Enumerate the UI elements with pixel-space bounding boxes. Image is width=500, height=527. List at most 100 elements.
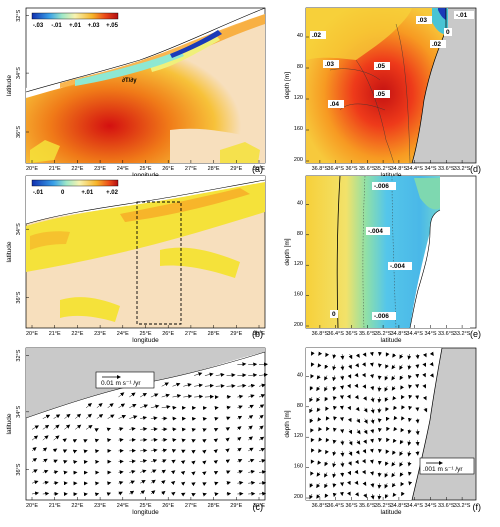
- panel-c-arrow-133: [213, 449, 218, 454]
- panel-f-arrow-41: [361, 372, 366, 378]
- x-tick-label-e-9: 33.2°S: [454, 331, 471, 337]
- panel-c-arrow-212: [118, 491, 123, 496]
- x-axis-label-a: longitude: [132, 172, 159, 179]
- panel-c-arrow-182: [31, 480, 39, 485]
- panel-c-arrow-80: [118, 427, 124, 431]
- contour-label-e-2: -.004: [390, 263, 405, 270]
- panel-label-e: (e): [470, 329, 481, 339]
- y-axis-label-a: latitude: [6, 75, 13, 96]
- panel-f-arrow-99: [309, 418, 314, 424]
- panel-f-arrow-107: [370, 418, 375, 424]
- y-tick-label-c-0: 32°S: [16, 349, 22, 361]
- panel-c-arrow-141: [63, 460, 68, 464]
- panel-c-arrow-214: [139, 490, 146, 495]
- x-axis-label-e: latitude: [381, 337, 402, 344]
- panel-c-arrow-93: [258, 425, 264, 430]
- panel-c-arrow-139: [42, 458, 48, 463]
- x-tick-label-a-9: 29°E: [230, 166, 242, 172]
- x-tick-label-d-7: 34°S: [425, 166, 437, 172]
- panel-c-arrow-102: [118, 437, 124, 442]
- panel-f-arrow-129: [310, 437, 315, 443]
- panel-c-arrow-28: [204, 394, 215, 399]
- panel-c-arrow-18: [248, 383, 256, 388]
- y-axis-label-e: depth [m]: [284, 238, 291, 265]
- x-tick-label-d-5: 34.8°S: [391, 166, 408, 172]
- panel-f-arrow-193: [354, 480, 359, 486]
- panel-f-arrow-164: [348, 461, 352, 466]
- panel-c-arrow-82: [140, 427, 148, 432]
- panel-c-arrow-204: [31, 491, 40, 496]
- panel-f-arrow-201: [309, 493, 313, 500]
- panel-f-arrow-149: [348, 450, 353, 456]
- panel-f-arrow-178: [347, 470, 352, 476]
- panel-c-arrow-61: [150, 416, 158, 421]
- panel-f-arrow-68: [316, 396, 321, 402]
- panel-c-arrow-53: [64, 413, 71, 419]
- panel-c-arrow-25: [172, 394, 182, 398]
- panel-f-arrow-56: [347, 383, 351, 389]
- panel-c-arrow-112: [225, 437, 230, 442]
- panel-c: 0.01 m s⁻¹ /yr 20°E 21°E 22°E 23°E 24°E 25°E 2…: [6, 347, 269, 516]
- panel-f-arrow-126: [400, 427, 405, 433]
- y-axis-label-c: latitude: [6, 413, 13, 434]
- panel-c-arrow-91: [237, 426, 242, 431]
- x-tick-label-f-5: 34.8°S: [391, 503, 408, 509]
- panel-f-arrow-198: [391, 482, 396, 488]
- x-tick-label-b-9: 29°E: [230, 331, 242, 337]
- panel-f-arrow-19: [324, 364, 329, 370]
- panel-c-arrow-113: [237, 436, 242, 441]
- panel-f-arrow-34: [310, 374, 315, 379]
- panel-f-arrow-53: [324, 386, 328, 392]
- contour-label-d-0: .02: [312, 32, 321, 39]
- contour-label-d-7: .05: [376, 91, 385, 98]
- panel-f-arrow-211: [384, 493, 389, 499]
- panel-f-arrow-203: [324, 493, 329, 499]
- panel-c-arrow-27: [194, 394, 204, 399]
- panel-f-arrow-61: [384, 386, 389, 392]
- panel-f-arrow-110: [393, 415, 398, 421]
- panel-c-vectors: [31, 362, 269, 497]
- panel-c-arrow-178: [226, 470, 231, 475]
- x-tick-label-c-9: 29°E: [230, 503, 242, 509]
- panel-c-arrow-200: [226, 481, 231, 486]
- panel-f-arrow-6: [355, 353, 360, 358]
- panel-f-arrow-139: [386, 437, 390, 443]
- panel-f-arrow-156: [399, 450, 404, 457]
- panel-c-arrow-140: [53, 459, 58, 464]
- panel-c-arrow-56: [96, 414, 104, 419]
- panel-c-arrow-31: [237, 394, 244, 399]
- panel-c-arrow-89: [213, 428, 219, 432]
- panel-c-arrow-48: [237, 405, 243, 410]
- panel-f-arrow-175: [324, 472, 328, 478]
- contour-label-bg-d-3: [444, 28, 452, 36]
- colorbar-label-b-1: 0: [61, 190, 65, 196]
- panel-f-arrow-24: [362, 362, 366, 367]
- panel-c-arrow-173: [171, 470, 176, 475]
- colorbar-label-b-2: +.01: [81, 190, 94, 196]
- panel-c-arrow-106: [161, 437, 168, 442]
- panel-c-arrow-17: [237, 383, 247, 388]
- panel-f-arrow-67: [309, 396, 313, 403]
- panel-c-arrow-39: [140, 404, 149, 409]
- panel-c-arrow-8: [248, 373, 258, 378]
- x-tick-label-e-5: 34.8°S: [391, 331, 408, 337]
- panel-c-arrow-118: [52, 448, 58, 453]
- panel-f-arrow-181: [370, 471, 374, 476]
- panel-f-arrow-30: [407, 364, 412, 370]
- panel-f-arrow-17: [310, 362, 315, 367]
- panel-c-arrow-101: [106, 438, 112, 443]
- panel-f-arrow-11: [392, 353, 397, 358]
- y-tick-label-e-1: 80: [297, 231, 303, 237]
- panel-c-arrow-152: [180, 460, 186, 465]
- panel-f-arrow-146: [325, 449, 329, 455]
- x-tick-label-c-6: 26°E: [162, 503, 174, 509]
- panel-f-arrow-82: [422, 395, 427, 401]
- panel-c-arrow-2: [258, 362, 269, 367]
- panel-c-arrow-128: [161, 448, 168, 453]
- panel-f-arrow-54: [332, 386, 337, 392]
- panel-f-arrow-92: [377, 407, 382, 414]
- panel-f-arrow-172: [407, 461, 412, 467]
- panel-c-arrow-19: [258, 383, 266, 388]
- x-tick-label-c-8: 28°E: [208, 503, 220, 509]
- panel-f-arrow-135: [356, 440, 361, 445]
